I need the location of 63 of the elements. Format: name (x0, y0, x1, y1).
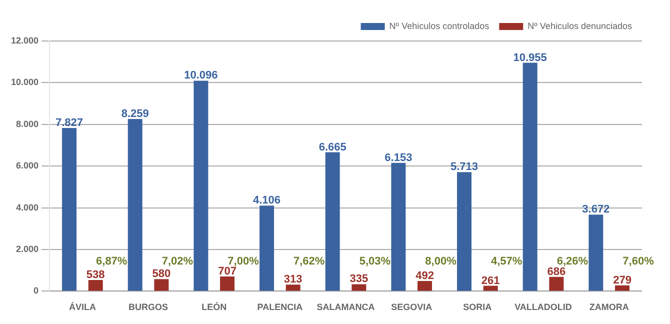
x-tick-label: ZAMORA (589, 302, 630, 312)
data-label: 335 (350, 273, 368, 286)
y-tick-label: 6.000 (16, 160, 39, 171)
bar (522, 62, 538, 291)
bar (128, 119, 142, 291)
data-label: 6.665 (318, 141, 346, 154)
data-label: 6.153 (384, 152, 412, 164)
y-tick-label: 8.000 (16, 118, 39, 129)
bar (154, 279, 169, 291)
data-label: 279 (613, 274, 632, 286)
y-tick-label: 0 (34, 286, 39, 296)
bar (588, 214, 604, 291)
x-tick-label: SORIA (463, 302, 492, 312)
legend-label: Nº Vehiculos controlados (389, 20, 490, 31)
x-tick-label: LEÓN (202, 302, 227, 312)
data-label: 707 (218, 265, 236, 278)
annotation: 6,26% (556, 256, 588, 268)
bar (286, 284, 300, 291)
data-label: 686 (547, 266, 566, 278)
data-label: 3.672 (582, 204, 610, 216)
y-tick-label: 10.000 (10, 77, 39, 88)
annotation: 7,02% (162, 256, 194, 268)
annotation: 7,60% (622, 256, 654, 268)
data-label: 4.106 (253, 194, 281, 207)
data-label: 261 (481, 274, 500, 287)
x-tick-label: VALLADOLID (514, 302, 572, 312)
data-label: 492 (416, 270, 434, 282)
data-label: 580 (152, 268, 171, 280)
legend-label: Nº Vehiculos denunciados (528, 20, 632, 31)
bar (260, 206, 274, 291)
x-tick-label: SALAMANCA (316, 302, 376, 312)
data-label: 10.955 (513, 52, 547, 64)
bar (457, 172, 472, 291)
x-tick-label: ÁVILA (68, 302, 96, 312)
bar (418, 280, 432, 291)
annotation: 7,00% (228, 256, 260, 268)
bar (220, 276, 235, 291)
x-tick-label: SEGOVIA (391, 302, 433, 312)
y-tick-label: 2.000 (16, 244, 39, 254)
bar (325, 152, 340, 291)
bar (483, 286, 498, 291)
data-label: 10.096 (184, 70, 218, 82)
bar (615, 285, 630, 291)
data-label: 8.259 (121, 108, 149, 120)
data-label: 313 (284, 274, 302, 286)
bar (194, 80, 208, 291)
data-label: 538 (86, 269, 105, 282)
bar (88, 280, 103, 291)
annotation: 5,03% (359, 256, 391, 268)
data-label: 7.827 (56, 117, 84, 130)
data-label: 5.713 (450, 161, 478, 174)
annotation: 4,57% (490, 256, 522, 268)
bar (549, 276, 564, 291)
y-tick-label: 4.000 (16, 202, 39, 212)
bar (62, 128, 77, 291)
annotation: 8,00% (425, 256, 457, 268)
annotation: 6,87% (96, 256, 128, 268)
y-tick-label: 12.000 (10, 35, 39, 46)
bar (391, 162, 406, 291)
x-tick-label: PALENCIA (257, 302, 304, 312)
annotation: 7,62% (294, 256, 325, 268)
bar (352, 284, 366, 291)
x-tick-label: BURGOS (128, 302, 168, 312)
